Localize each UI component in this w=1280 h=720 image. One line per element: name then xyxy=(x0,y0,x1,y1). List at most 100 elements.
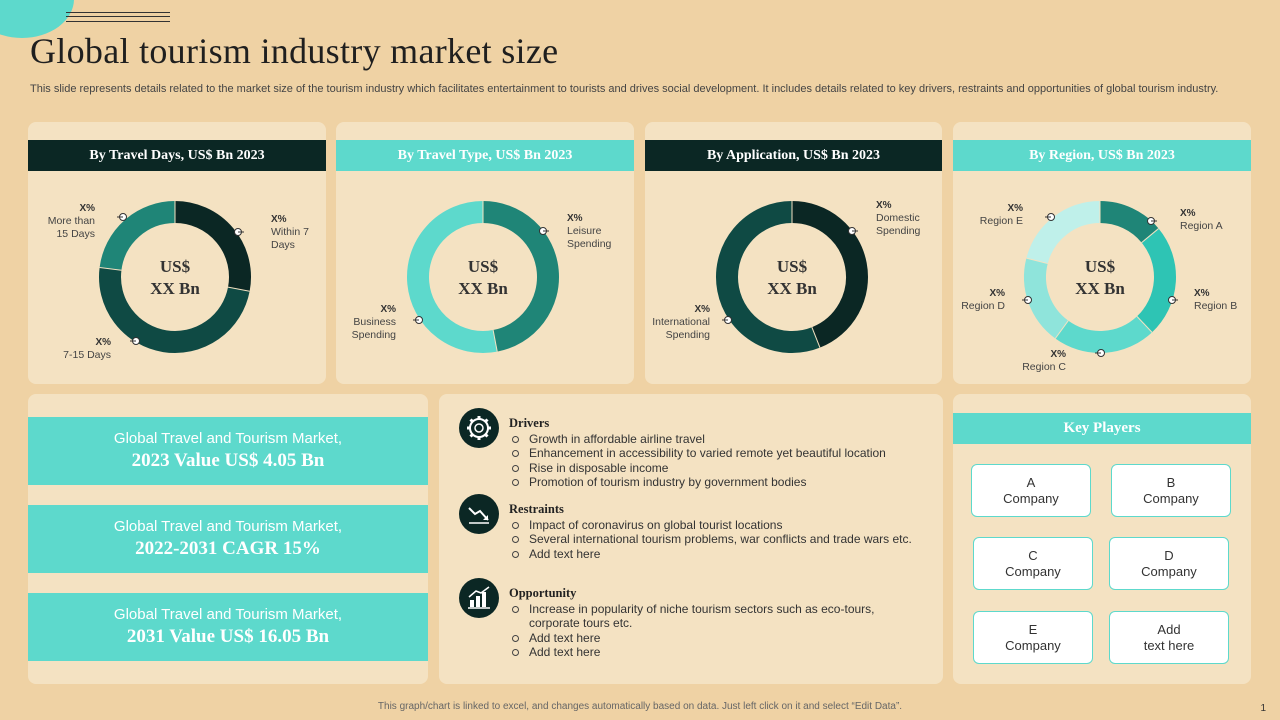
donut-slice-7-15-days[interactable] xyxy=(99,267,250,353)
callout-label: More than xyxy=(48,215,95,227)
key-player-label: Company xyxy=(1003,491,1059,506)
key-player-card[interactable]: C Company xyxy=(973,537,1093,590)
key-player-label: Company xyxy=(1005,564,1061,579)
callout-label: 7-15 Days xyxy=(63,349,111,361)
chart-panel-travel-days[interactable]: By Travel Days, US$ Bn 2023 US$ XX Bn X% Wi… xyxy=(28,122,326,384)
title-decoration-lines xyxy=(66,12,170,22)
slice-separator xyxy=(1026,257,1048,265)
chart-panel-application[interactable]: By Application, US$ Bn 2023 US$ XX Bn X% Do… xyxy=(645,122,942,384)
stat-label: Global Travel and Tourism Market, xyxy=(113,606,343,623)
key-player-card[interactable]: Add text here xyxy=(1109,611,1229,664)
donut-center-label: XX Bn xyxy=(458,279,508,298)
slice-separator xyxy=(1054,320,1069,339)
key-player-name: A xyxy=(1026,475,1036,490)
chart-title: By Application, US$ Bn 2023 xyxy=(645,140,942,171)
donut-slice-region-a[interactable] xyxy=(1099,201,1159,243)
slice-separator xyxy=(1141,228,1159,243)
key-players-title: Key Players xyxy=(953,413,1251,444)
list-item: Growth in affordable airline travel xyxy=(509,432,886,446)
donut-slice-domestic-spending[interactable] xyxy=(791,201,868,348)
donut-chart-travel-type: US$XX BnX%LeisureSpendingX%BusinessSpend… xyxy=(352,201,612,353)
callout-label: Spending xyxy=(567,238,612,250)
decline-chart-icon xyxy=(459,494,499,534)
key-player-name: Add xyxy=(1157,622,1181,637)
callout-label: Leisure xyxy=(567,225,602,237)
callout-label: Region D xyxy=(961,300,1005,312)
callout-label: Days xyxy=(271,239,295,251)
drivers-section: Drivers Growth in affordable airline tra… xyxy=(459,408,939,489)
callout-label: Region A xyxy=(1180,220,1223,232)
gear-globe-icon xyxy=(459,408,499,448)
opportunity-section: Opportunity Increase in popularity of ni… xyxy=(459,578,939,668)
callout-label: Spending xyxy=(666,329,711,341)
callout-label: 15 Days xyxy=(56,228,95,240)
list-item: Impact of coronavirus on global tourist … xyxy=(509,518,912,532)
donut-slice-leisure-spending[interactable] xyxy=(482,201,559,352)
slice-separator xyxy=(1136,316,1153,333)
key-player-label: Company xyxy=(1141,564,1197,579)
donut-slice-more-than-15-days[interactable] xyxy=(99,201,176,271)
restraints-list: Impact of coronavirus on global tourist … xyxy=(509,518,912,561)
growth-chart-icon xyxy=(459,578,499,618)
list-item: Add text here xyxy=(509,547,912,561)
callout-value: X% xyxy=(95,337,111,348)
key-player-name: B xyxy=(1166,475,1176,490)
donut-center-label: US$ xyxy=(1085,257,1116,276)
chart-panel-region[interactable]: By Region, US$ Bn 2023 US$ XX Bn X% Region … xyxy=(953,122,1251,384)
donut-slice-business-spending[interactable] xyxy=(407,201,498,353)
key-players-panel: Key Players A Company B Company C Compan… xyxy=(953,394,1251,684)
donut-center-label: US$ xyxy=(160,257,191,276)
page-number: 1 xyxy=(1260,703,1266,714)
callout-value: X% xyxy=(1194,288,1210,299)
drivers-list: Growth in affordable airline travel Enha… xyxy=(509,432,886,489)
page-subtitle: This slide represents details related to… xyxy=(30,83,1219,95)
page-title: Global tourism industry market size xyxy=(30,31,559,71)
footer-note: This graph/chart is linked to excel, and… xyxy=(377,701,903,712)
callout-value: X% xyxy=(876,200,892,211)
donut-chart-region: US$XX BnX%Region AX%Region BX%Region CX%… xyxy=(961,201,1237,373)
donut-slice-region-b[interactable] xyxy=(1136,228,1176,333)
list-item: Several international tourism problems, … xyxy=(509,532,912,546)
callout-value: X% xyxy=(1180,208,1196,219)
list-item: Promotion of tourism industry by governm… xyxy=(509,475,886,489)
donut-slice-region-e[interactable] xyxy=(1026,201,1101,265)
callout-label: Within 7 xyxy=(271,226,309,238)
callout-label: Region E xyxy=(980,215,1023,227)
donut-slice-region-c[interactable] xyxy=(1055,316,1153,353)
list-item: Rise in disposable income xyxy=(509,461,886,475)
callout-label: Region C xyxy=(1022,361,1066,373)
key-player-card[interactable]: A Company xyxy=(971,464,1091,517)
donut-chart-application: US$XX BnX%DomesticSpendingX%Internationa… xyxy=(652,200,921,353)
stat-label: Global Travel and Tourism Market, xyxy=(113,518,343,535)
slice-separator xyxy=(227,286,250,292)
callout-label: Spending xyxy=(352,329,397,341)
list-item: Enhancement in accessibility to varied r… xyxy=(509,446,886,460)
key-player-label: Company xyxy=(1143,491,1199,506)
stat-value: 2031 Value US$ 16.05 Bn xyxy=(126,626,330,647)
slice-separator xyxy=(492,329,498,352)
market-factors-panel: Drivers Growth in affordable airline tra… xyxy=(439,394,943,684)
callout-value: X% xyxy=(989,288,1005,299)
slice-separator xyxy=(811,327,821,348)
donut-slice-region-d[interactable] xyxy=(1024,258,1069,339)
stat-label: Global Travel and Tourism Market, xyxy=(113,430,343,447)
slice-separator xyxy=(99,266,122,271)
callout-label: Business xyxy=(353,316,396,328)
stat-block-2031-value: Global Travel and Tourism Market, 2031 V… xyxy=(28,593,428,661)
market-stats-panel: Global Travel and Tourism Market, 2023 V… xyxy=(28,394,428,684)
key-player-name: D xyxy=(1164,548,1174,563)
donut-center-label: XX Bn xyxy=(767,279,817,298)
key-player-card[interactable]: B Company xyxy=(1111,464,1231,517)
drivers-title: Drivers xyxy=(509,416,550,430)
donut-center-label: US$ xyxy=(468,257,499,276)
donut-slice-within-7-days[interactable] xyxy=(174,201,251,292)
donut-slice-international-spending[interactable] xyxy=(716,201,820,353)
callout-value: X% xyxy=(380,304,396,315)
key-player-card[interactable]: D Company xyxy=(1109,537,1229,590)
key-player-name: C xyxy=(1028,548,1038,563)
key-player-card[interactable]: E Company xyxy=(973,611,1093,664)
donut-center-label: XX Bn xyxy=(1075,279,1125,298)
restraints-title: Restraints xyxy=(509,502,564,516)
chart-panel-travel-type[interactable]: By Travel Type, US$ Bn 2023 US$ XX Bn X% Le… xyxy=(336,122,634,384)
chart-title: By Travel Type, US$ Bn 2023 xyxy=(336,140,634,171)
